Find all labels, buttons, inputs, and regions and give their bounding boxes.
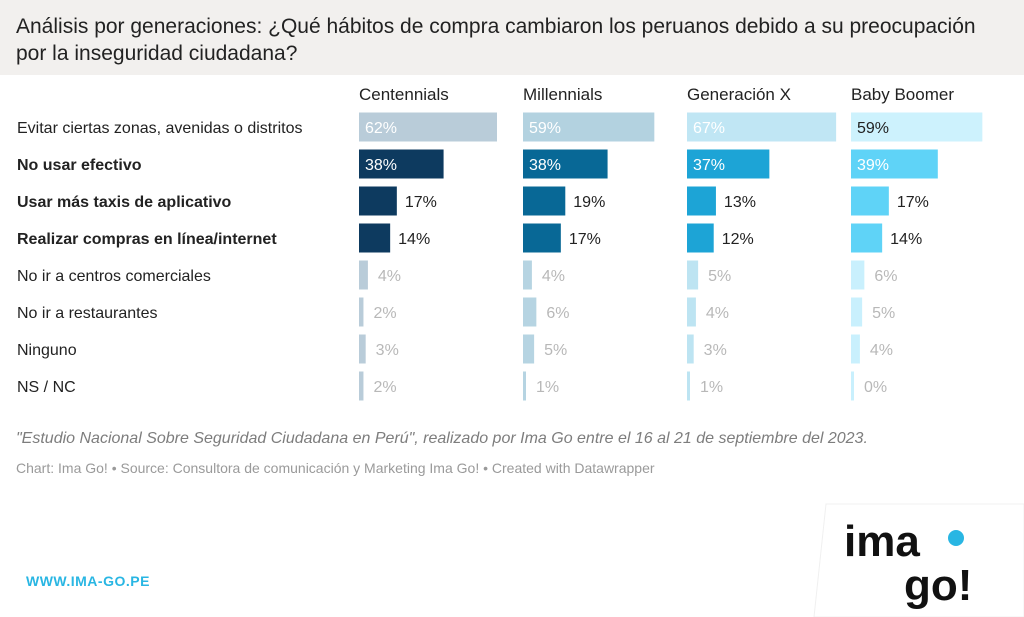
logo-text-go: go! bbox=[904, 561, 972, 610]
value-label: 14% bbox=[398, 231, 430, 248]
value-label: 4% bbox=[542, 268, 565, 285]
value-label: 17% bbox=[897, 194, 929, 211]
bar bbox=[851, 112, 983, 142]
bar bbox=[851, 371, 854, 401]
bar bbox=[523, 223, 561, 253]
bar bbox=[359, 112, 497, 142]
bar bbox=[359, 334, 366, 364]
bar bbox=[851, 297, 863, 327]
chart-note: "Estudio Nacional Sobre Seguridad Ciudad… bbox=[16, 430, 868, 447]
row-label: NS / NC bbox=[17, 379, 76, 396]
bar bbox=[359, 223, 391, 253]
value-label: 62% bbox=[365, 120, 397, 137]
bar bbox=[359, 371, 364, 401]
row-label: No usar efectivo bbox=[17, 157, 142, 174]
bar bbox=[851, 186, 889, 216]
bar bbox=[523, 334, 535, 364]
bar bbox=[523, 186, 566, 216]
row-label: Ninguno bbox=[17, 342, 77, 359]
bar bbox=[523, 371, 526, 401]
value-label: 0% bbox=[864, 379, 887, 396]
bar bbox=[359, 260, 368, 290]
column-header: Centennials bbox=[359, 85, 449, 104]
value-label: 59% bbox=[529, 120, 561, 137]
value-label: 59% bbox=[857, 120, 889, 137]
value-label: 19% bbox=[573, 194, 605, 211]
row-label: No ir a restaurantes bbox=[17, 305, 158, 322]
bar bbox=[359, 149, 444, 179]
value-label: 6% bbox=[874, 268, 897, 285]
bar bbox=[687, 260, 699, 290]
value-label: 14% bbox=[890, 231, 922, 248]
website-link[interactable]: WWW.IMA-GO.PE bbox=[26, 573, 150, 589]
bar bbox=[687, 112, 837, 142]
bar bbox=[851, 260, 865, 290]
row-label: Realizar compras en línea/internet bbox=[17, 231, 277, 248]
bar bbox=[851, 334, 860, 364]
bar bbox=[687, 149, 770, 179]
value-label: 38% bbox=[529, 157, 561, 174]
bar bbox=[523, 149, 608, 179]
logo-text-ima: ima bbox=[844, 517, 920, 566]
value-label: 5% bbox=[544, 342, 567, 359]
value-label: 1% bbox=[536, 379, 559, 396]
value-label: 6% bbox=[546, 305, 569, 322]
title-band bbox=[0, 0, 1024, 75]
bar bbox=[687, 297, 696, 327]
value-label: 2% bbox=[373, 379, 396, 396]
row-label: No ir a centros comerciales bbox=[17, 268, 211, 285]
value-label: 1% bbox=[700, 379, 723, 396]
bar bbox=[359, 297, 364, 327]
value-label: 37% bbox=[693, 157, 725, 174]
bar bbox=[523, 112, 655, 142]
bar bbox=[359, 186, 397, 216]
bar-chart: Centennials Millennials Generación X Baby B… bbox=[17, 85, 983, 401]
bar bbox=[687, 371, 690, 401]
chart-title: Análisis por generaciones: ¿Qué hábitos … bbox=[16, 15, 976, 65]
imago-logo: ima go! bbox=[813, 503, 1024, 617]
value-label: 4% bbox=[706, 305, 729, 322]
column-header: Generación X bbox=[687, 85, 791, 104]
value-label: 39% bbox=[857, 157, 889, 174]
bar bbox=[687, 186, 716, 216]
value-label: 13% bbox=[724, 194, 756, 211]
bar bbox=[523, 260, 532, 290]
column-header: Baby Boomer bbox=[851, 85, 954, 104]
value-label: 17% bbox=[569, 231, 601, 248]
bar bbox=[687, 223, 714, 253]
value-label: 67% bbox=[693, 120, 725, 137]
bar bbox=[851, 149, 938, 179]
value-label: 3% bbox=[704, 342, 727, 359]
value-label: 38% bbox=[365, 157, 397, 174]
value-label: 5% bbox=[872, 305, 895, 322]
bar bbox=[523, 297, 537, 327]
chart-credits: Chart: Ima Go! • Source: Consultora de c… bbox=[16, 460, 655, 476]
value-label: 12% bbox=[722, 231, 754, 248]
bar bbox=[851, 223, 883, 253]
value-label: 2% bbox=[373, 305, 396, 322]
value-label: 4% bbox=[378, 268, 401, 285]
value-label: 17% bbox=[405, 194, 437, 211]
logo-dot-icon bbox=[948, 530, 964, 546]
column-header: Millennials bbox=[523, 85, 602, 104]
value-label: 3% bbox=[376, 342, 399, 359]
row-label: Evitar ciertas zonas, avenidas o distrit… bbox=[17, 120, 302, 137]
value-label: 4% bbox=[870, 342, 893, 359]
bar bbox=[687, 334, 694, 364]
row-label: Usar más taxis de aplicativo bbox=[17, 194, 232, 211]
value-label: 5% bbox=[708, 268, 731, 285]
